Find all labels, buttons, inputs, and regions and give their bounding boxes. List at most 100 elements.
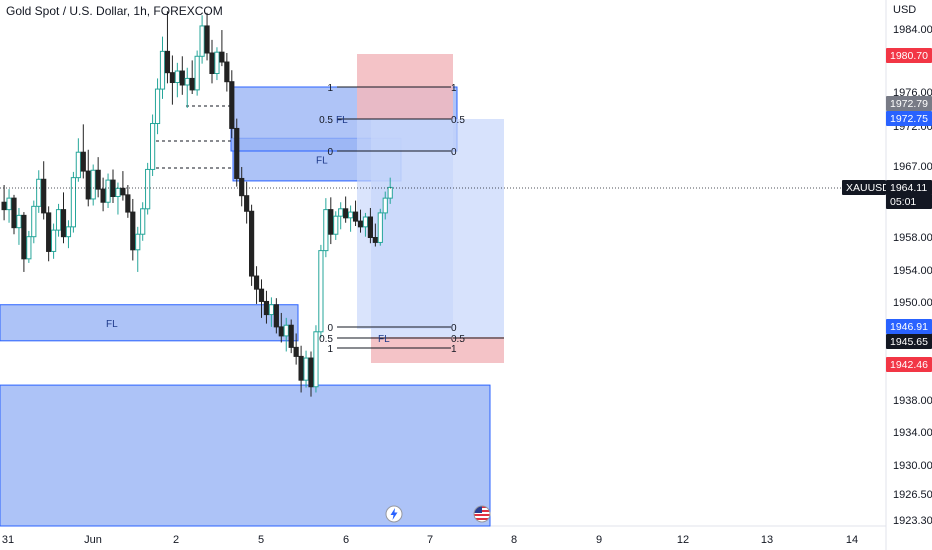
y-tick-label-12: 1930.00 xyxy=(893,460,932,472)
fib-label-left-1-0: 0 xyxy=(327,323,333,334)
candle-29 xyxy=(145,162,151,215)
candle-28 xyxy=(140,202,146,241)
fib-label-right-1-0: 0 xyxy=(451,323,457,334)
candle-66 xyxy=(328,197,334,245)
price-tag-last-4: 1964.11 xyxy=(886,180,932,195)
candle-37 xyxy=(184,67,190,108)
zone-rect-1 xyxy=(0,304,299,342)
y-tick-label-6: 1954.00 xyxy=(893,265,932,277)
candle-55 xyxy=(273,298,279,334)
us-flag-icon[interactable] xyxy=(473,505,491,523)
fib-label-left-1-1: 0.5 xyxy=(319,334,333,345)
y-tick-label-3: 1967.00 xyxy=(893,161,932,173)
candle-body xyxy=(174,70,180,84)
candle-54 xyxy=(268,297,274,327)
fib-label-right-1-1: 0.5 xyxy=(451,334,465,345)
candle-body xyxy=(219,51,225,63)
price-tag-label: 1972.75 xyxy=(890,113,928,125)
candle-body xyxy=(36,178,42,207)
x-tick-label-3: 5 xyxy=(258,534,264,546)
candle-57 xyxy=(283,317,289,352)
candle-70 xyxy=(348,205,354,232)
candle-body xyxy=(65,226,72,238)
candle-14 xyxy=(70,171,77,233)
candle-65 xyxy=(323,198,329,258)
candle-body xyxy=(303,357,309,381)
candle-body xyxy=(372,237,378,243)
candle-body xyxy=(85,170,91,200)
candle-body xyxy=(209,52,215,74)
candle-58 xyxy=(288,319,294,354)
currency-unit: USD xyxy=(893,4,917,16)
candle-21 xyxy=(105,173,111,208)
candle-body xyxy=(367,216,373,238)
price-tag-label: 1942.46 xyxy=(890,359,928,371)
candle-44 xyxy=(219,30,225,67)
candle-6 xyxy=(31,200,37,244)
price-tag-label: 1972.79 xyxy=(890,98,928,110)
candle-78 xyxy=(387,177,393,204)
candle-69 xyxy=(343,196,349,223)
candle-body xyxy=(46,212,52,252)
candle-body xyxy=(159,50,166,90)
candle-75 xyxy=(372,223,378,247)
candle-body xyxy=(90,169,96,200)
candle-71 xyxy=(352,200,359,227)
candle-body xyxy=(229,81,235,129)
price-tag-stop-8: 1942.46 xyxy=(886,357,932,372)
candle-body xyxy=(214,51,220,74)
candle-61 xyxy=(303,350,309,388)
candle-body xyxy=(135,233,141,251)
candle-17 xyxy=(85,149,91,207)
y-tick-label-13: 1926.50 xyxy=(893,489,932,501)
candle-64 xyxy=(318,244,324,338)
candle-3 xyxy=(16,207,22,245)
candle-body xyxy=(16,214,22,229)
price-tag-bg xyxy=(886,319,932,334)
fib-mid-label-0: FL xyxy=(336,115,348,126)
candle-48 xyxy=(239,166,245,207)
candle-body xyxy=(268,304,274,316)
candle-0 xyxy=(1,185,7,221)
candle-body xyxy=(244,195,250,212)
candle-18 xyxy=(90,164,96,206)
candle-body xyxy=(333,215,339,235)
price-tag-bg xyxy=(886,180,932,195)
price-tag-symbol-3: XAUUSD xyxy=(842,180,890,195)
candle-body xyxy=(95,169,101,190)
candle-body xyxy=(204,25,210,54)
lightning-icon[interactable] xyxy=(385,505,403,523)
long-target-zone xyxy=(371,119,504,337)
candle-27 xyxy=(135,226,141,272)
fib-label-left-0-2: 0 xyxy=(327,147,333,158)
candle-38 xyxy=(189,60,195,94)
candle-body xyxy=(382,197,388,214)
y-tick-label-10: 1938.00 xyxy=(893,395,932,407)
candle-22 xyxy=(110,169,116,204)
price-tag-countdown-5: 05:01 xyxy=(886,194,932,209)
candle-body xyxy=(357,220,364,228)
candle-body xyxy=(21,214,27,260)
candle-16 xyxy=(80,124,86,179)
us-flag-icon-glyph xyxy=(473,505,491,523)
candle-body xyxy=(184,77,190,86)
price-tag-entry-6: 1946.91 xyxy=(886,319,932,334)
candle-77 xyxy=(382,191,388,220)
candle-67 xyxy=(333,211,339,240)
candle-13 xyxy=(65,220,72,249)
price-tag-bg xyxy=(842,180,886,195)
candle-63 xyxy=(313,325,319,393)
y-tick-label-0: 1984.00 xyxy=(893,24,932,36)
candle-body xyxy=(273,304,279,328)
candle-19 xyxy=(95,157,101,198)
candle-body xyxy=(55,209,62,231)
candle-24 xyxy=(120,171,126,201)
x-tick-label-5: 7 xyxy=(427,534,433,546)
x-tick-label-9: 13 xyxy=(761,534,773,546)
candle-body xyxy=(234,127,240,179)
candle-41 xyxy=(204,12,210,61)
price-tag-bg xyxy=(886,194,932,209)
candle-73 xyxy=(362,212,369,237)
candle-body xyxy=(253,275,260,290)
